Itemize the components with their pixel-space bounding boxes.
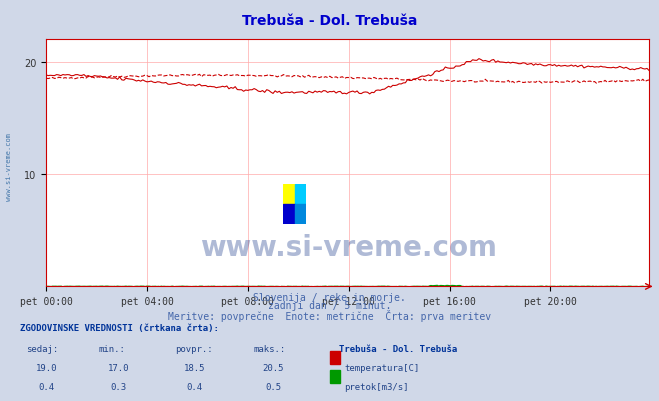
Text: 19.0: 19.0 [36, 363, 57, 372]
Text: www.si-vreme.com: www.si-vreme.com [200, 233, 497, 261]
Text: pretok[m3/s]: pretok[m3/s] [344, 382, 409, 391]
Text: 18.5: 18.5 [184, 363, 205, 372]
Text: temperatura[C]: temperatura[C] [344, 363, 419, 372]
Text: www.si-vreme.com: www.si-vreme.com [5, 132, 12, 200]
Text: Trebuša - Dol. Trebuša: Trebuša - Dol. Trebuša [339, 344, 457, 352]
Bar [283, 184, 295, 205]
Text: Slovenija / reke in morje.: Slovenija / reke in morje. [253, 292, 406, 302]
Text: 17.0: 17.0 [108, 363, 129, 372]
Text: zadnji dan / 5 minut.: zadnji dan / 5 minut. [268, 301, 391, 311]
Text: 20.5: 20.5 [263, 363, 284, 372]
Text: 0.4: 0.4 [186, 382, 202, 391]
Bar [295, 184, 306, 205]
Text: povpr.:: povpr.: [175, 344, 212, 352]
Text: 0.5: 0.5 [266, 382, 281, 391]
Text: min.:: min.: [99, 344, 126, 352]
Bar [295, 205, 306, 225]
Text: 0.4: 0.4 [38, 382, 54, 391]
Text: Meritve: povprečne  Enote: metrične  Črta: prva meritev: Meritve: povprečne Enote: metrične Črta:… [168, 310, 491, 322]
Text: ZGODOVINSKE VREDNOSTI (črtkana črta):: ZGODOVINSKE VREDNOSTI (črtkana črta): [20, 323, 219, 332]
Text: 0.3: 0.3 [111, 382, 127, 391]
Bar [283, 205, 295, 225]
Text: Trebuša - Dol. Trebuša: Trebuša - Dol. Trebuša [242, 14, 417, 28]
Text: maks.:: maks.: [254, 344, 286, 352]
Text: sedaj:: sedaj: [26, 344, 59, 352]
